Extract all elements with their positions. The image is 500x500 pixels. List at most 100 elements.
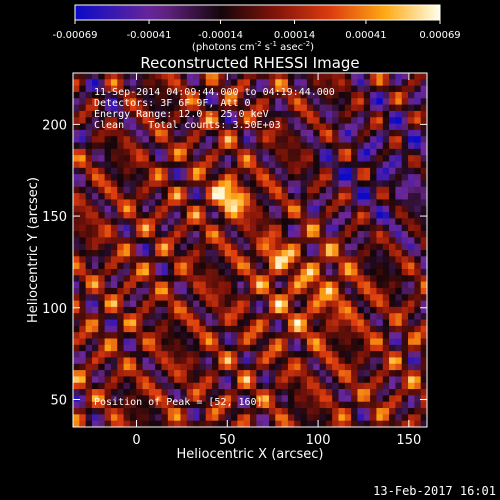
heatmap-cell <box>129 73 137 80</box>
heatmap-cell <box>382 161 390 169</box>
heatmap-cell <box>98 294 106 301</box>
heatmap-cell <box>199 389 207 396</box>
heatmap-cell <box>148 129 156 137</box>
heatmap-cell <box>205 231 213 238</box>
heatmap-cell <box>142 224 150 232</box>
heatmap-cell <box>104 287 112 295</box>
heatmap-cell <box>123 287 131 295</box>
heatmap-cell <box>414 123 422 131</box>
heatmap-cell <box>344 91 352 99</box>
heatmap-cell <box>306 212 314 219</box>
heatmap-cell <box>79 205 87 213</box>
heatmap-cell <box>370 161 377 169</box>
heatmap-cell <box>142 325 150 333</box>
heatmap-cell <box>110 294 118 301</box>
heatmap-cell <box>370 98 377 106</box>
heatmap-cell <box>306 205 314 213</box>
heatmap-cell <box>389 218 396 226</box>
heatmap-cell <box>186 199 194 207</box>
heatmap-cell <box>174 142 181 150</box>
heatmap-cell <box>136 262 143 270</box>
heatmap-cell <box>370 91 377 99</box>
heatmap-cell <box>167 338 175 346</box>
heatmap-cell <box>281 281 289 289</box>
heatmap-cell <box>389 142 396 150</box>
heatmap-cell <box>231 155 238 162</box>
heatmap-cell <box>123 357 131 365</box>
heatmap-cell <box>243 167 251 175</box>
heatmap-cell <box>161 205 169 213</box>
heatmap-cell <box>167 237 175 245</box>
heatmap-cell <box>243 186 251 194</box>
heatmap-cell <box>110 256 118 264</box>
heatmap-cell <box>91 287 99 295</box>
heatmap-cell <box>250 136 257 143</box>
heatmap-cell <box>186 376 194 384</box>
heatmap-cell <box>275 395 283 403</box>
heatmap-cell <box>129 395 137 403</box>
heatmap-cell <box>73 287 80 295</box>
heatmap-cell <box>224 231 232 238</box>
heatmap-cell <box>338 338 346 346</box>
heatmap-cell <box>91 199 99 207</box>
heatmap-cell <box>294 85 301 93</box>
heatmap-cell <box>401 250 409 257</box>
heatmap-cell <box>237 85 245 93</box>
heatmap-cell <box>250 313 257 320</box>
heatmap-cell <box>148 224 156 232</box>
heatmap-cell <box>420 148 428 156</box>
heatmap-cell <box>205 104 213 112</box>
heatmap-cell <box>395 357 403 365</box>
heatmap-cell <box>287 167 295 175</box>
heatmap-cell <box>98 256 106 264</box>
heatmap-cell <box>313 136 320 143</box>
heatmap-cell <box>287 275 295 283</box>
heatmap-cell <box>300 186 308 194</box>
heatmap-cell <box>85 199 93 207</box>
heatmap-cell <box>117 275 124 283</box>
heatmap-cell <box>148 186 156 194</box>
heatmap-cell <box>351 401 358 409</box>
heatmap-cell <box>268 155 276 162</box>
heatmap-cell <box>148 306 156 314</box>
heatmap-cell <box>338 155 346 162</box>
heatmap-cell <box>363 79 371 87</box>
heatmap-cell <box>117 243 124 251</box>
heatmap-cell <box>256 167 264 175</box>
heatmap-cell <box>395 218 403 226</box>
heatmap-cell <box>268 300 276 308</box>
heatmap-cell <box>250 212 257 219</box>
heatmap-cell <box>161 351 169 358</box>
heatmap-cell <box>408 98 415 106</box>
heatmap-cell <box>294 408 301 415</box>
heatmap-cell <box>79 275 87 283</box>
heatmap-cell <box>382 250 390 257</box>
heatmap-cell <box>142 218 150 226</box>
heatmap-cell <box>389 268 396 276</box>
heatmap-cell <box>186 148 194 156</box>
heatmap-cell <box>161 79 169 87</box>
heatmap-cell <box>110 306 118 314</box>
heatmap-cell <box>262 332 270 339</box>
heatmap-cell <box>351 85 358 93</box>
heatmap-cell <box>129 319 137 327</box>
heatmap-cell <box>256 389 264 396</box>
heatmap-cell <box>155 212 162 219</box>
heatmap-cell <box>161 414 169 422</box>
heatmap-cell <box>85 351 93 358</box>
heatmap-cell <box>325 370 333 377</box>
heatmap-cell <box>370 306 377 314</box>
heatmap-cell <box>193 262 200 270</box>
heatmap-cell <box>243 363 251 371</box>
heatmap-cell <box>148 351 156 358</box>
heatmap-cell <box>313 363 320 371</box>
heatmap-cell <box>319 313 327 320</box>
heatmap-cell <box>287 319 295 327</box>
heatmap-cell <box>243 110 251 118</box>
heatmap-cell <box>123 389 131 396</box>
heatmap-cell <box>408 85 415 93</box>
heatmap-cell <box>344 370 352 377</box>
heatmap-cell <box>332 174 339 181</box>
heatmap-cell <box>281 174 289 181</box>
heatmap-cell <box>218 212 226 219</box>
